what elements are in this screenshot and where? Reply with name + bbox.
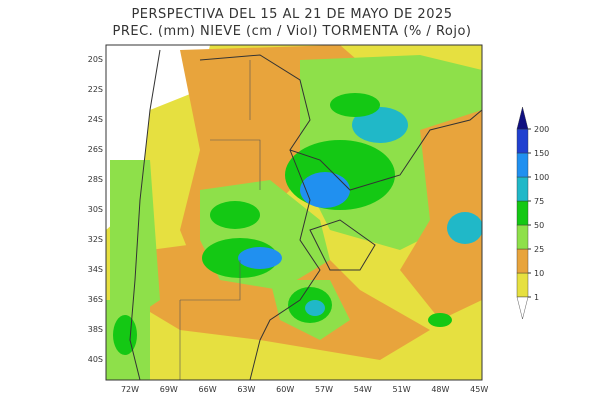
colorbar-bin <box>516 200 529 226</box>
colorbar-bin <box>516 248 529 274</box>
lat-label: 28S <box>88 175 103 184</box>
lon-label: 66W <box>199 385 217 394</box>
title-line-2: PREC. (mm) NIEVE (cm / Viol) TORMENTA (%… <box>113 24 472 39</box>
colorbar-label: 100 <box>534 173 549 182</box>
colorbar-label: 200 <box>534 125 549 134</box>
lat-label: 38S <box>88 325 103 334</box>
lon-label: 63W <box>237 385 255 394</box>
lon-label: 69W <box>160 385 178 394</box>
lon-label: 45W <box>470 385 488 394</box>
colorbar-bin <box>516 176 529 202</box>
map <box>106 45 482 380</box>
colorbar-bin <box>516 224 529 250</box>
lat-label: 24S <box>88 115 103 124</box>
colorbar-bin <box>516 128 529 154</box>
lat-label: 36S <box>88 295 103 304</box>
colorbar-label: 150 <box>534 149 549 158</box>
colorbar-bin <box>516 152 529 178</box>
title-line-1: PERSPECTIVA DEL 15 AL 21 DE MAYO DE 2025 <box>131 7 452 22</box>
colorbar-label: 50 <box>534 221 544 230</box>
colorbar-label: 10 <box>534 269 544 278</box>
lon-label: 48W <box>431 385 449 394</box>
colorbar-label: 1 <box>534 293 539 302</box>
colorbar-under <box>516 296 529 320</box>
colorbar-bin <box>516 272 529 298</box>
lon-label: 72W <box>121 385 139 394</box>
lat-label: 32S <box>88 235 103 244</box>
lat-label: 30S <box>88 205 103 214</box>
colorbar-label: 75 <box>534 197 544 206</box>
lat-label: 34S <box>88 265 103 274</box>
lat-label: 20S <box>88 55 103 64</box>
lon-label: 51W <box>393 385 411 394</box>
map-frame <box>105 44 483 381</box>
lat-label: 40S <box>88 355 103 364</box>
colorbar-label: 25 <box>534 245 544 254</box>
lon-label: 60W <box>276 385 294 394</box>
lat-label: 26S <box>88 145 103 154</box>
colorbar-over <box>516 106 529 130</box>
lon-label: 57W <box>315 385 333 394</box>
lon-label: 54W <box>354 385 372 394</box>
lat-label: 22S <box>88 85 103 94</box>
